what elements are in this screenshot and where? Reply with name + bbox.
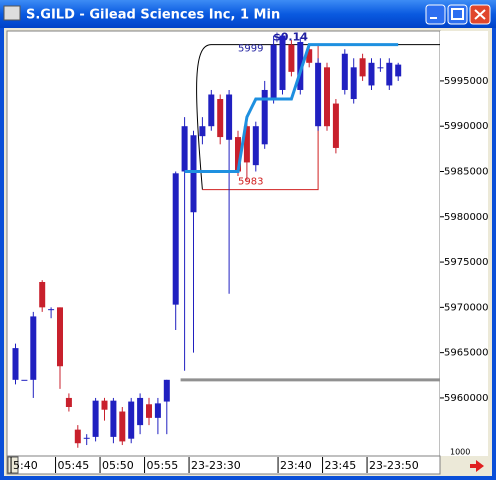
candle-body [359, 58, 366, 77]
volume-label: 1000 [450, 448, 470, 457]
candle-body [208, 94, 215, 127]
candle-body [332, 103, 339, 148]
time-axis [6, 455, 441, 475]
candle-body [128, 401, 135, 439]
candle-body [39, 281, 46, 308]
y-tick-label: 5980000 [444, 212, 489, 223]
candle-body [83, 437, 90, 439]
candle-body [386, 62, 393, 86]
x-tick-label: 5:40 [13, 459, 38, 472]
title-bar [0, 0, 496, 28]
candle-body [57, 307, 63, 367]
candle-body [190, 135, 197, 213]
candle-body [261, 89, 268, 145]
candle-body [252, 126, 259, 166]
range-high-curve [196, 44, 440, 190]
axis-area [440, 31, 488, 456]
scroll-box[interactable] [7, 456, 19, 474]
candle-body [377, 67, 384, 69]
candle-body [119, 411, 126, 442]
y-tick-label: 5990000 [444, 121, 489, 132]
x-tick-label: 23:45 [325, 459, 357, 472]
candle-body [288, 44, 295, 72]
x-tick-label: 05:55 [147, 459, 179, 472]
candle-body [21, 379, 28, 381]
candle-body [110, 400, 117, 437]
candle-body [172, 173, 179, 305]
x-tick-label: 23-23:30 [191, 459, 241, 472]
candle-body [12, 348, 19, 380]
plot-area [6, 30, 441, 457]
candle-body [65, 397, 72, 407]
window-title: S.GILD - Gilead Sciences Inc, 1 Min [26, 8, 280, 23]
candle-body [30, 316, 37, 380]
scroll-arrow[interactable] [470, 460, 484, 472]
candle-body [324, 67, 330, 127]
candle-body [137, 397, 144, 426]
range-low-label: 5983 [238, 177, 263, 188]
candle-body [181, 126, 188, 172]
candle-body [315, 62, 322, 127]
change-label: $0.14 [273, 31, 308, 44]
y-tick-label: 5985000 [444, 166, 489, 177]
candle-body [226, 94, 233, 140]
candle-body [279, 35, 286, 90]
candle-body [48, 309, 55, 311]
x-tick-label: 05:50 [102, 459, 134, 472]
candle-body [74, 429, 81, 444]
candle-body [235, 137, 241, 172]
candle-body [154, 403, 161, 418]
candle-body [92, 400, 99, 437]
y-tick-label: 5975000 [444, 257, 489, 268]
candle-body [306, 49, 313, 63]
candle-body [350, 67, 357, 100]
app-icon [3, 5, 21, 21]
y-tick-label: 5965000 [444, 348, 489, 359]
overlay-line [184, 43, 399, 173]
candle-body [217, 99, 224, 138]
x-tick-label: 23-23:50 [369, 459, 419, 472]
candle-body [341, 53, 348, 90]
y-tick-label: 5960000 [444, 393, 489, 404]
close-button[interactable] [469, 4, 491, 25]
maximize-button[interactable] [447, 4, 468, 25]
chart: 5960000 5965000 5970000 5975000 5980000 59850… [10, 31, 489, 473]
x-tick-label: 23:40 [280, 459, 312, 472]
candle-body [199, 126, 206, 137]
candle-body [101, 400, 108, 410]
candle-body [243, 126, 250, 163]
candle-body [163, 379, 170, 402]
candle-body [368, 62, 375, 86]
y-tick-label: 5995000 [444, 76, 489, 87]
y-tick-label: 5970000 [444, 302, 489, 313]
candle-body [395, 64, 402, 77]
range-high-label: 5999 [238, 44, 263, 55]
minimize-button[interactable] [425, 4, 446, 25]
candle-body [146, 404, 152, 418]
candle-body [270, 44, 277, 100]
candle-body [297, 41, 304, 90]
x-tick-label: 05:45 [58, 459, 90, 472]
